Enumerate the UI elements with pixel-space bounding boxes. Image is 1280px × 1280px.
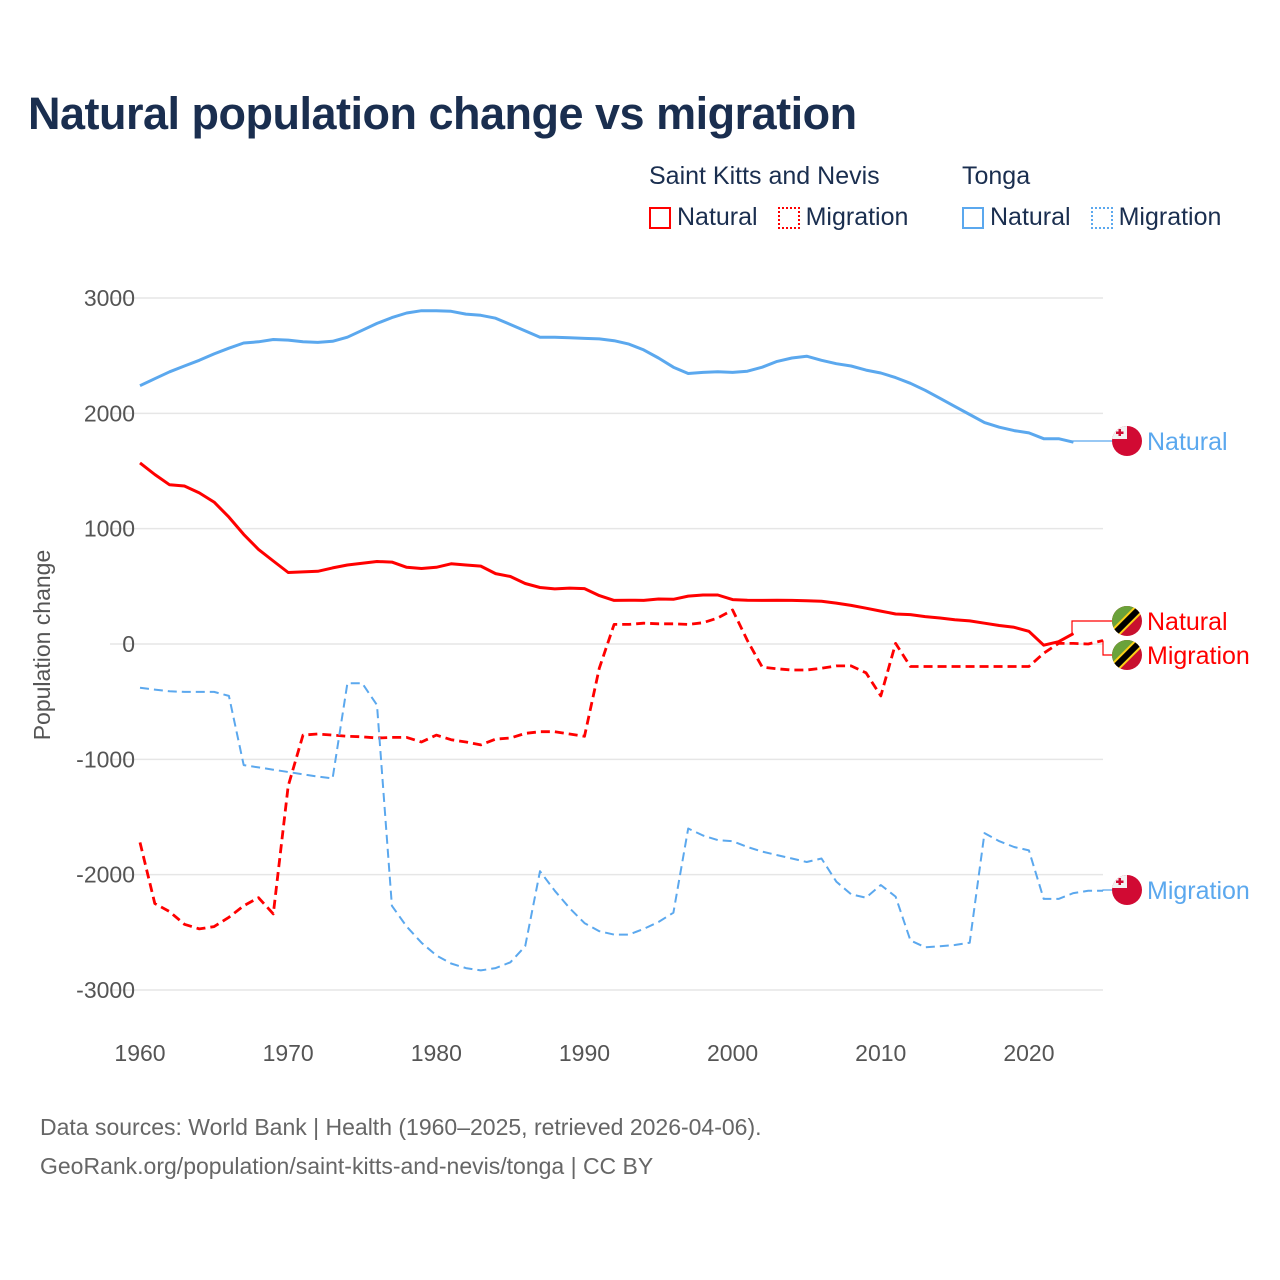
label-connector (1102, 889, 1127, 891)
legend-country: Tonga (962, 162, 1031, 190)
flag-cross (1118, 429, 1121, 436)
end-label: Migration (1147, 642, 1250, 670)
dotted-swatch-icon (1090, 206, 1113, 229)
y-axis-ticks: 3000 2000 1000 0 -1000 -2000 -3000 (76, 285, 135, 1003)
flag-field (1112, 640, 1142, 670)
series-line-tonga-natural (139, 309, 1074, 444)
legend-label: Migration (805, 203, 909, 231)
y-tick-label: -2000 (76, 862, 135, 888)
label-connector (1102, 640, 1127, 656)
y-tick-label: 1000 (84, 516, 135, 542)
data-source-text: Data sources: World Bank | Health (1960–… (40, 1114, 762, 1140)
dotted-swatch-icon (777, 206, 800, 229)
saint-kitts-and-nevis-flag-icon (1112, 606, 1142, 636)
x-axis-ticks: 1960 1970 1980 1990 2000 2010 2020 (114, 1040, 1054, 1066)
legend-country: Saint Kitts and Nevis (649, 162, 880, 190)
solid-swatch-icon (649, 206, 671, 229)
flag-field (1112, 606, 1142, 636)
y-tick-label: 3000 (84, 285, 135, 311)
legend-item-migration[interactable]: Migration (1090, 203, 1222, 232)
x-tick-label: 1960 (114, 1040, 165, 1066)
series-line-saint-kitts-and-nevis-natural (139, 461, 1075, 647)
chart-title: Natural population change vs migration (28, 88, 857, 139)
series-line-tonga-migration (139, 682, 1103, 972)
legend-label: Migration (1118, 203, 1222, 231)
y-tick-label: -3000 (76, 977, 135, 1003)
flag-yellow (1112, 640, 1142, 670)
end-label: Migration (1147, 877, 1250, 905)
legend-group-saint-kitts-and-nevis: Saint Kitts and Nevis Natural Migration (649, 162, 908, 232)
tonga-flag-icon (1112, 426, 1142, 456)
flag-black (1112, 606, 1142, 636)
flag (1112, 640, 1142, 670)
gridlines (110, 297, 1103, 991)
y-tick-label: -1000 (76, 746, 135, 772)
flag (1112, 606, 1142, 636)
legend-item-natural[interactable]: Natural (649, 203, 758, 232)
flag-black (1112, 640, 1142, 670)
legend-label: Natural (677, 203, 758, 231)
flag-green (1112, 606, 1142, 636)
label-connector (1071, 620, 1127, 635)
x-tick-label: 2010 (855, 1040, 906, 1066)
footer: Data sources: World Bank | Health (1960–… (40, 1108, 762, 1186)
flag-cross (1116, 880, 1124, 883)
legend-group-tonga: Tonga Natural Migration (962, 162, 1221, 232)
flag-canton (1112, 426, 1127, 439)
x-tick-label: 1990 (559, 1040, 610, 1066)
tonga-flag-icon (1112, 875, 1142, 905)
saint-kitts-and-nevis-flag-icon (1112, 640, 1142, 670)
flag (1112, 426, 1142, 456)
x-tick-label: 1970 (263, 1040, 314, 1066)
flag-field (1112, 426, 1142, 456)
flag-canton (1112, 875, 1127, 888)
end-label: Natural (1147, 608, 1228, 636)
flag-yellow (1112, 606, 1142, 636)
label-connector (1071, 440, 1127, 443)
y-tick-label: 2000 (84, 400, 135, 426)
legend-label: Natural (990, 203, 1071, 231)
flag-field (1112, 875, 1142, 905)
end-label: Natural (1147, 428, 1228, 456)
series-line-saint-kitts-and-nevis-migration (138, 608, 1104, 931)
x-tick-label: 2000 (707, 1040, 758, 1066)
y-axis-label: Population change (29, 550, 55, 741)
legend-item-migration[interactable]: Migration (777, 203, 909, 232)
y-tick-label: 0 (122, 631, 135, 657)
end-labels: Natural Natural Migration Migration (1071, 426, 1250, 905)
flag-green (1112, 640, 1142, 670)
x-tick-label: 2020 (1003, 1040, 1054, 1066)
flag (1112, 875, 1142, 905)
x-tick-label: 1980 (411, 1040, 462, 1066)
solid-swatch-icon (962, 206, 984, 229)
series-lines (138, 309, 1104, 972)
flag-cross (1118, 878, 1121, 885)
flag-cross (1116, 431, 1124, 434)
attribution-text: GeoRank.org/population/saint-kitts-and-n… (40, 1153, 654, 1179)
legend-item-natural[interactable]: Natural (962, 203, 1071, 232)
